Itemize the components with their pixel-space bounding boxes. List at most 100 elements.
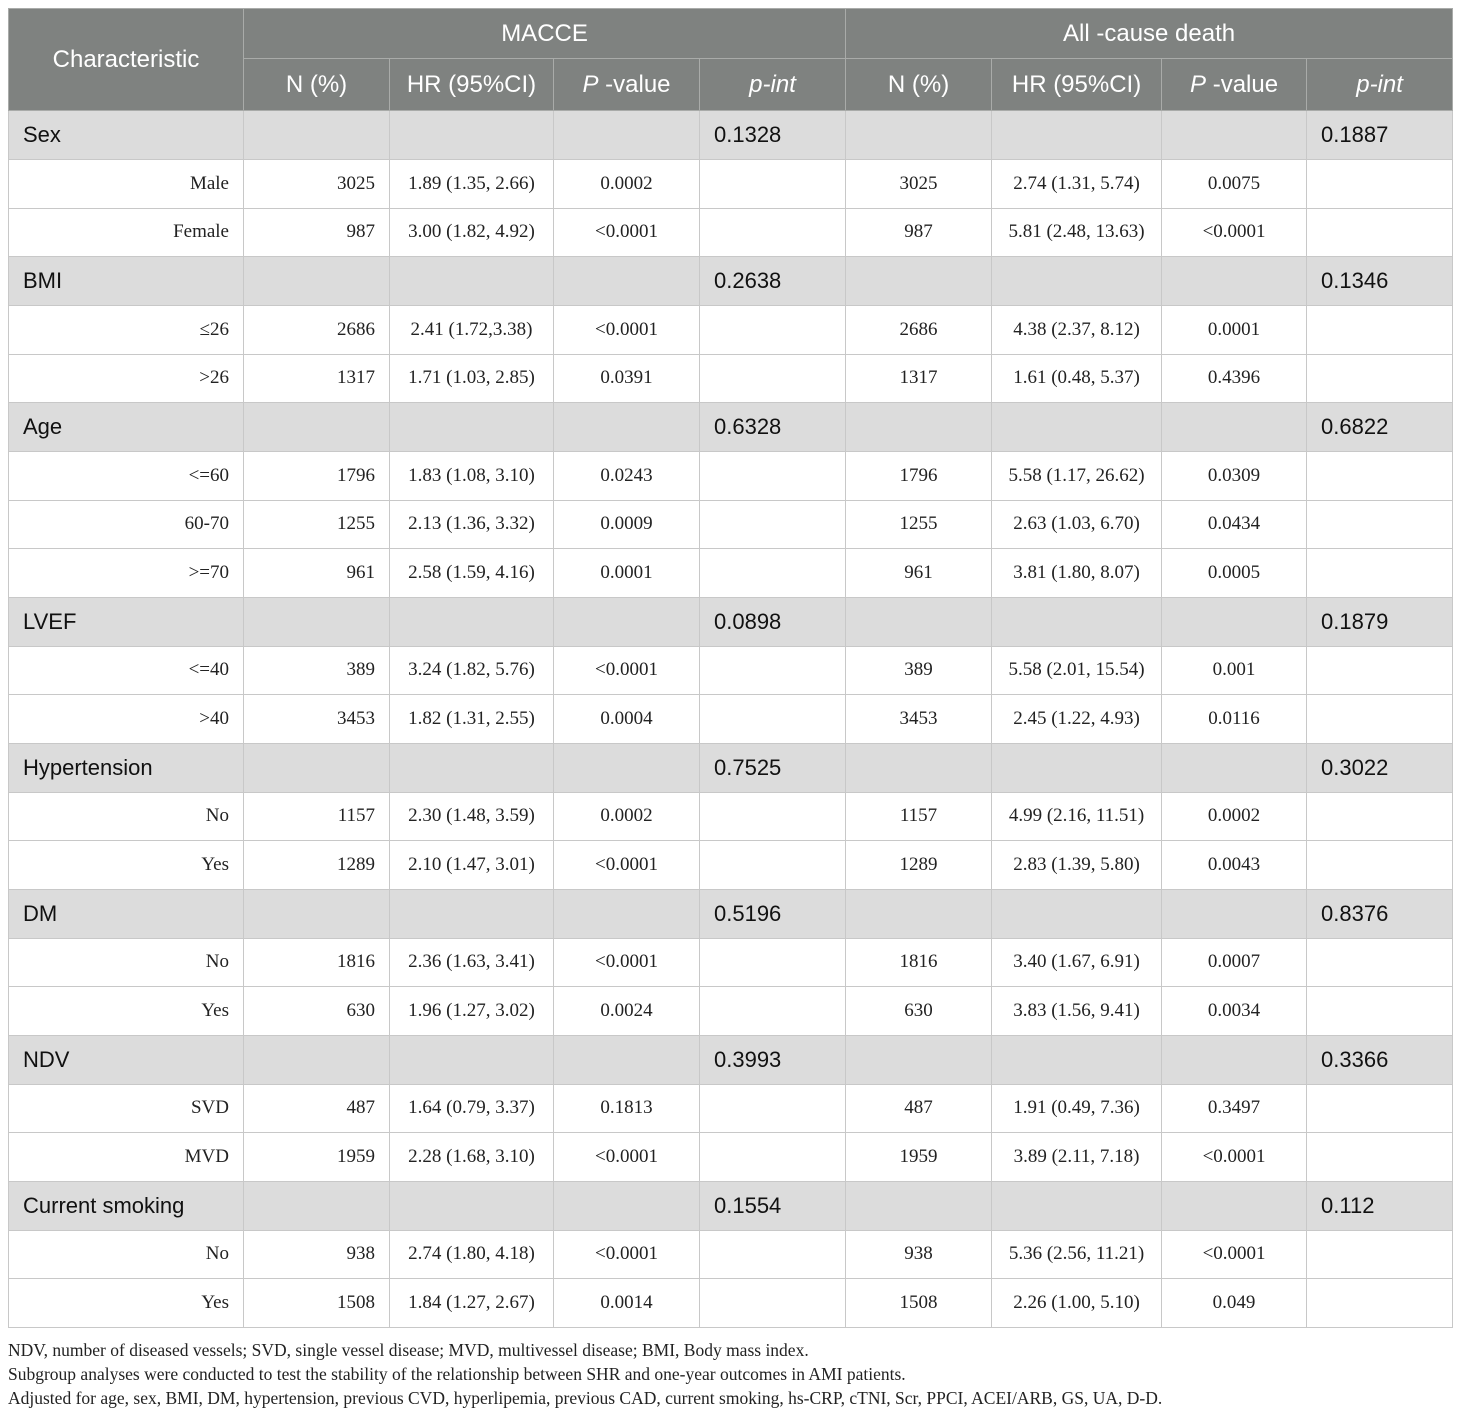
- p-int-death: 0.8376: [1306, 888, 1454, 939]
- empty-cell: [243, 256, 390, 306]
- macce-p-value: 0.1813: [553, 1083, 700, 1133]
- footnote-purpose: Subgroup analyses were conducted to test…: [8, 1364, 906, 1384]
- p-int-macce: 0.7525: [698, 742, 847, 793]
- table-row: Female 987 3.00 (1.82, 4.92) <0.0001 987 5.81…: [8, 207, 1454, 257]
- table-row: ≤26 2686 2.41 (1.72,3.38) <0.0001 2686 4.38 (…: [8, 305, 1454, 355]
- footnote-adjustment: Adjusted for age, sex, BMI, DM, hyperten…: [8, 1388, 1163, 1408]
- death-n: 1289: [845, 840, 993, 890]
- p-int-death: 0.3366: [1306, 1034, 1454, 1085]
- death-n: 987: [845, 207, 993, 257]
- macce-p-value: <0.0001: [553, 207, 700, 257]
- death-hr: 2.45 (1.22, 4.93): [991, 694, 1163, 744]
- macce-n: 389: [243, 645, 390, 695]
- subgroup-label: >=70: [8, 548, 244, 598]
- death-p-value: <0.0001: [1161, 1132, 1308, 1182]
- macce-n: 961: [243, 548, 390, 598]
- macce-p-value: 0.0001: [553, 548, 700, 598]
- death-n: 1255: [845, 499, 993, 549]
- footnotes: NDV, number of diseased vessels; SVD, si…: [8, 1338, 1452, 1410]
- macce-p-value: <0.0001: [553, 305, 700, 355]
- header-row-columns: N (%) HR (95%CI) P -value p-int N (%) HR…: [9, 58, 1454, 111]
- table-row: Yes 630 1.96 (1.27, 3.02) 0.0024 630 3.83 (1.…: [8, 986, 1454, 1036]
- empty-cell: [698, 305, 847, 355]
- group-label: Hypertension: [8, 742, 244, 793]
- empty-cell: [698, 986, 847, 1036]
- group-label: NDV: [8, 1034, 244, 1085]
- empty-cell: [698, 159, 847, 209]
- footnote-abbreviations: NDV, number of diseased vessels; SVD, si…: [8, 1340, 809, 1360]
- empty-cell: [1306, 548, 1454, 598]
- macce-n: 1816: [243, 937, 390, 987]
- empty-cell: [991, 110, 1163, 160]
- header-p-letter: P: [582, 70, 599, 98]
- death-p-value: 0.0034: [1161, 986, 1308, 1036]
- macce-hr: 3.24 (1.82, 5.76): [389, 645, 554, 695]
- macce-hr: 3.00 (1.82, 4.92): [389, 207, 554, 257]
- empty-cell: [553, 1180, 700, 1231]
- macce-p-value: <0.0001: [553, 840, 700, 890]
- death-p-value: 0.0005: [1161, 548, 1308, 598]
- macce-p-value: 0.0024: [553, 986, 700, 1036]
- macce-p-value: <0.0001: [553, 645, 700, 695]
- death-p-value: 0.001: [1161, 645, 1308, 695]
- macce-n: 1508: [243, 1278, 390, 1328]
- subgroup-label: Yes: [8, 840, 244, 890]
- table-body: Sex 0.1328 0.1887 Male 3025 1.89 (1.35, 2.66)…: [8, 110, 1454, 1328]
- empty-cell: [1306, 937, 1454, 987]
- death-hr: 3.81 (1.80, 8.07): [991, 548, 1163, 598]
- death-hr: 1.61 (0.48, 5.37): [991, 353, 1163, 403]
- p-int-death: 0.112: [1306, 1180, 1454, 1231]
- macce-p-value: 0.0014: [553, 1278, 700, 1328]
- empty-cell: [553, 256, 700, 306]
- empty-cell: [243, 1180, 390, 1231]
- macce-p-value: 0.0004: [553, 694, 700, 744]
- table-row: No 1157 2.30 (1.48, 3.59) 0.0002 1157 4.99 (2…: [8, 791, 1454, 841]
- subgroup-label: No: [8, 1229, 244, 1279]
- death-hr: 3.40 (1.67, 6.91): [991, 937, 1163, 987]
- group-row: Current smoking 0.1554 0.112: [8, 1180, 1454, 1231]
- death-hr: 2.83 (1.39, 5.80): [991, 840, 1163, 890]
- subgroup-label: >26: [8, 353, 244, 403]
- empty-cell: [1161, 1034, 1308, 1085]
- empty-cell: [389, 110, 554, 160]
- empty-cell: [1161, 596, 1308, 647]
- empty-cell: [389, 742, 554, 793]
- empty-cell: [389, 888, 554, 939]
- empty-cell: [243, 110, 390, 160]
- death-p-value: 0.0434: [1161, 499, 1308, 549]
- table-row: MVD 1959 2.28 (1.68, 3.10) <0.0001 1959 3.89 …: [8, 1132, 1454, 1182]
- death-hr: 1.91 (0.49, 7.36): [991, 1083, 1163, 1133]
- macce-n: 987: [243, 207, 390, 257]
- empty-cell: [1161, 888, 1308, 939]
- empty-cell: [1306, 791, 1454, 841]
- death-n: 1508: [845, 1278, 993, 1328]
- p-int-macce: 0.0898: [698, 596, 847, 647]
- group-row: BMI 0.2638 0.1346: [8, 256, 1454, 306]
- table-row: <=60 1796 1.83 (1.08, 3.10) 0.0243 1796 5.58 …: [8, 451, 1454, 501]
- subgroup-label: Female: [8, 207, 244, 257]
- empty-cell: [698, 840, 847, 890]
- death-hr: 3.83 (1.56, 9.41): [991, 986, 1163, 1036]
- subgroup-label: Yes: [8, 986, 244, 1036]
- empty-cell: [243, 742, 390, 793]
- death-p-value: 0.0075: [1161, 159, 1308, 209]
- macce-hr: 2.30 (1.48, 3.59): [389, 791, 554, 841]
- header-pint-death: p-int: [1306, 58, 1454, 111]
- macce-p-value: <0.0001: [553, 1132, 700, 1182]
- empty-cell: [698, 1132, 847, 1182]
- group-label: DM: [8, 888, 244, 939]
- subgroup-label: Yes: [8, 1278, 244, 1328]
- empty-cell: [698, 207, 847, 257]
- header-row-groups: Characteristic MACCE All -cause death: [8, 8, 1454, 111]
- empty-cell: [243, 1034, 390, 1085]
- table-row: SVD 487 1.64 (0.79, 3.37) 0.1813 487 1.91 (0.…: [8, 1083, 1454, 1133]
- macce-n: 1959: [243, 1132, 390, 1182]
- empty-cell: [1306, 305, 1454, 355]
- death-p-value: 0.0001: [1161, 305, 1308, 355]
- empty-cell: [845, 110, 993, 160]
- death-n: 2686: [845, 305, 993, 355]
- macce-p-value: <0.0001: [553, 937, 700, 987]
- subgroup-label: SVD: [8, 1083, 244, 1133]
- header-n-death: N (%): [845, 58, 993, 111]
- death-p-value: 0.4396: [1161, 353, 1308, 403]
